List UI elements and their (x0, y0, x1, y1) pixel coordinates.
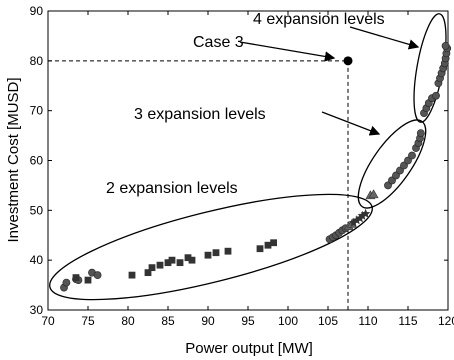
x-tick-label: 120 (438, 314, 454, 328)
x-tick-label: 110 (358, 314, 377, 328)
data-point-square (156, 261, 164, 269)
arrow-case-3 (239, 41, 336, 62)
data-point-square (204, 251, 212, 259)
data-point-circle (62, 278, 71, 287)
case-3-point (343, 56, 353, 66)
data-point-square (264, 241, 272, 249)
x-tick-label: 80 (121, 314, 135, 328)
data-point-square (84, 276, 92, 284)
x-tick-label: 115 (398, 314, 417, 328)
x-tick-label: 90 (201, 314, 215, 328)
data-point-square (72, 274, 80, 282)
y-axis-label: Investment Cost [MUSD] (5, 77, 22, 242)
y-tick-label: 50 (30, 203, 44, 217)
data-point-star (348, 217, 359, 227)
annotation-2-expansion-levels: 2 expansion levels (106, 180, 238, 197)
y-tick-label: 70 (30, 104, 44, 118)
plot-area: 70 75 80 85 90 95 100 105 110 115 120 30 40 50 60 70 80 9… (30, 4, 454, 328)
data-point-square (224, 247, 232, 255)
x-tick-label: 75 (81, 314, 95, 328)
data-point-square (184, 254, 192, 262)
y-tick-label: 60 (30, 154, 44, 168)
y-tick-label: 30 (30, 303, 44, 317)
data-point-triangle (368, 189, 379, 199)
data-point-square (168, 256, 176, 264)
x-axis-label: Power output [MW] (185, 340, 313, 357)
data-point-square (212, 249, 220, 257)
data-point-star (360, 208, 371, 218)
annotation-case-3: Case 3 (193, 34, 244, 51)
y-tick-label: 90 (30, 4, 44, 18)
data-point-circle (441, 41, 450, 50)
data-point-square (188, 256, 196, 264)
data-point-square (164, 259, 172, 267)
data-point-square (256, 245, 264, 253)
x-tick-label: 100 (278, 314, 298, 328)
x-tick-label: 95 (241, 314, 255, 328)
data-point-circle (408, 151, 416, 160)
x-tick-label: 85 (161, 314, 175, 328)
plot-frame (47, 10, 449, 311)
annotation-4-expansion-levels: 4 expansion levels (253, 11, 385, 28)
data-point-circle (432, 91, 440, 100)
data-point-square (176, 259, 184, 267)
x-tick-label: 70 (41, 314, 55, 328)
data-point-square (128, 271, 136, 279)
y-tick-label: 80 (30, 54, 44, 68)
x-tick-label: 105 (318, 314, 338, 328)
annotation-3-expansion-levels: 3 expansion levels (134, 106, 266, 123)
y-tick-label: 40 (30, 253, 44, 267)
data-point-square (148, 264, 156, 272)
data-point-circle (93, 271, 102, 280)
data-point-star (357, 210, 368, 220)
data-point-square (270, 239, 277, 247)
data-point-square (144, 269, 152, 277)
arrow-4-expansion-levels (349, 26, 420, 50)
arrow-3-expansion-levels (321, 111, 381, 136)
ellipse-3-expansion-levels (357, 119, 427, 209)
data-point-circle (416, 129, 425, 137)
data-point-star (352, 215, 362, 225)
